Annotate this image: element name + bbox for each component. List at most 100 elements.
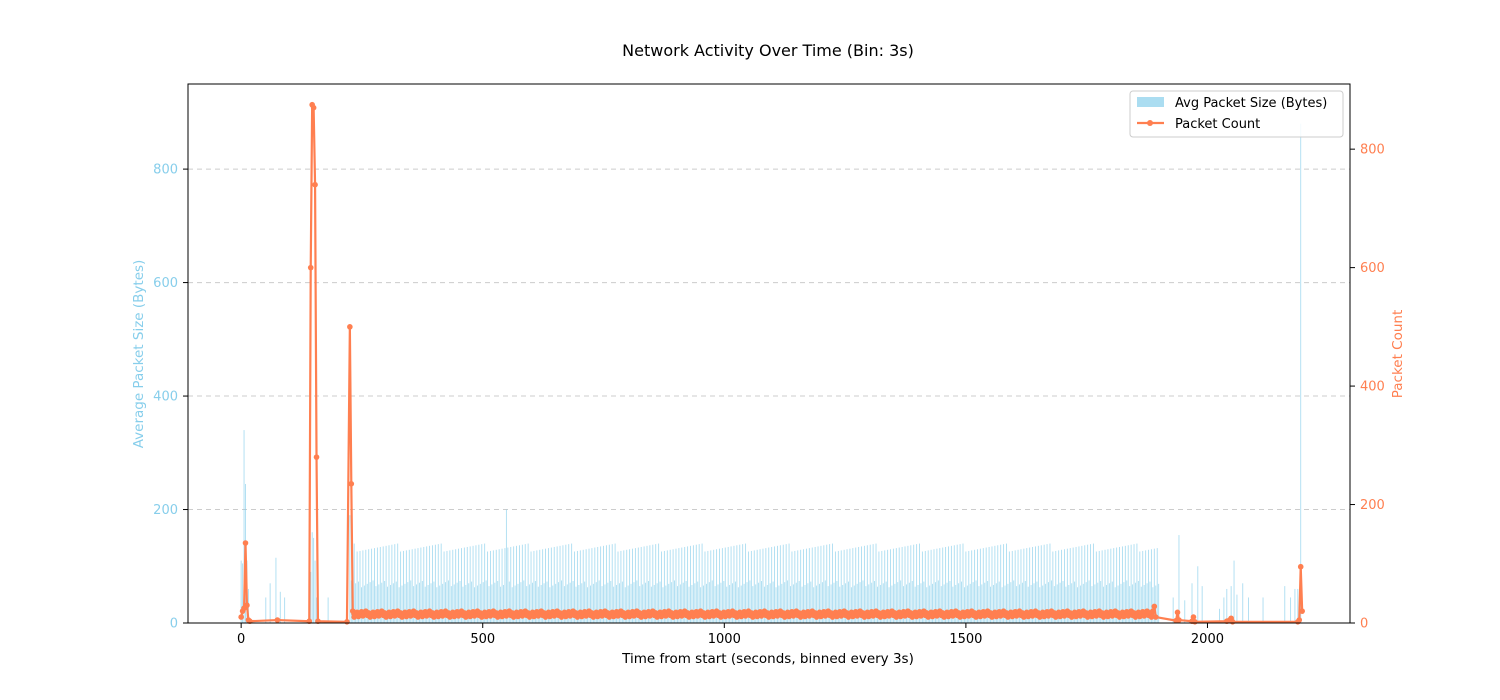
- packet-count-point: [1174, 609, 1181, 616]
- bar: [930, 549, 932, 623]
- bar: [691, 584, 693, 623]
- bar: [479, 583, 481, 623]
- bar: [513, 546, 515, 623]
- bar: [269, 583, 271, 623]
- bar: [576, 550, 578, 623]
- bar: [447, 580, 449, 623]
- bar: [1107, 549, 1109, 623]
- bar: [1008, 551, 1010, 623]
- bar: [685, 581, 687, 623]
- legend-label-packet-count: Packet Count: [1175, 117, 1260, 132]
- bar: [1014, 550, 1016, 623]
- bar: [604, 584, 606, 623]
- bar: [568, 544, 570, 623]
- bar: [804, 584, 806, 623]
- bar: [453, 584, 455, 623]
- bar: [591, 548, 593, 623]
- bar: [827, 586, 829, 623]
- bar: [855, 547, 857, 623]
- bar: [907, 545, 909, 623]
- bar: [508, 581, 510, 623]
- bar: [672, 549, 674, 623]
- bar: [703, 585, 704, 623]
- bar: [924, 550, 926, 623]
- bar: [432, 545, 433, 623]
- bar: [869, 544, 871, 623]
- bar: [1145, 550, 1147, 623]
- bar: [1153, 548, 1155, 623]
- bar: [1037, 545, 1039, 623]
- bar: [497, 581, 499, 623]
- bar: [992, 584, 994, 623]
- bar: [414, 548, 416, 623]
- bar: [450, 586, 452, 623]
- bar: [734, 581, 736, 623]
- bar: [482, 582, 484, 623]
- bar: [745, 543, 747, 623]
- bar: [879, 584, 881, 623]
- bar: [778, 585, 780, 623]
- bar: [1010, 582, 1012, 623]
- bar: [469, 546, 471, 623]
- bar: [1236, 594, 1238, 623]
- bar: [650, 586, 652, 623]
- bar: [937, 580, 939, 623]
- bar: [962, 543, 964, 623]
- bar: [592, 583, 594, 623]
- bar: [578, 584, 580, 623]
- bar: [1150, 549, 1152, 623]
- bar: [403, 550, 404, 623]
- bar: [463, 547, 465, 623]
- bar: [362, 550, 364, 623]
- bar: [765, 548, 767, 623]
- bar: [1077, 587, 1078, 623]
- bar: [605, 545, 607, 623]
- bar: [845, 583, 847, 623]
- bar: [787, 580, 789, 623]
- bar: [1036, 581, 1038, 623]
- bar: [648, 581, 649, 623]
- legend-line-marker: [1147, 120, 1153, 126]
- bar: [737, 587, 739, 623]
- bar: [418, 582, 420, 623]
- bar-series: [240, 123, 1302, 623]
- bar: [400, 551, 402, 623]
- bar: [719, 548, 720, 623]
- bar: [710, 550, 712, 623]
- bar: [468, 583, 470, 623]
- bar: [798, 581, 800, 623]
- bar: [1158, 583, 1160, 623]
- bar: [387, 586, 388, 623]
- bar: [975, 580, 977, 623]
- bar: [1140, 586, 1142, 623]
- bar: [901, 546, 903, 623]
- bar: [1197, 566, 1199, 623]
- bar: [936, 548, 938, 623]
- bar: [1092, 543, 1094, 623]
- bar: [720, 582, 722, 623]
- bar: [846, 549, 848, 623]
- bar: [391, 544, 393, 623]
- bar: [1248, 597, 1249, 623]
- bar: [697, 581, 699, 623]
- bar: [1029, 547, 1031, 623]
- bar: [426, 546, 428, 623]
- bar: [517, 583, 519, 623]
- x-axis-ticks: 0 500 1000 1500 2000: [237, 623, 1224, 647]
- bar: [623, 550, 625, 623]
- bar: [1101, 550, 1103, 623]
- bar: [952, 586, 954, 623]
- bar: [518, 545, 520, 623]
- bar: [601, 586, 603, 623]
- bar: [284, 597, 286, 623]
- bar: [704, 551, 706, 623]
- bar: [1098, 550, 1100, 623]
- bar: [562, 545, 564, 623]
- bar: [500, 586, 502, 623]
- bar: [1142, 550, 1144, 623]
- bar: [830, 584, 832, 623]
- bar: [358, 581, 360, 623]
- bar: [423, 546, 425, 623]
- bar: [874, 581, 876, 623]
